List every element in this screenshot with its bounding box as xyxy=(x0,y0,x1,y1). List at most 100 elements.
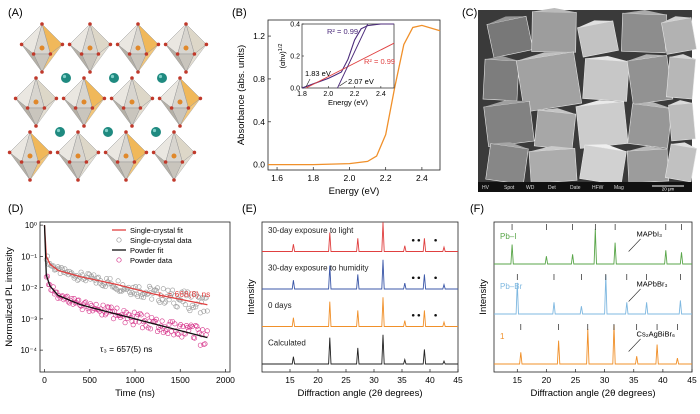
x-tick-label: 35 xyxy=(397,375,407,385)
atom-cesium xyxy=(61,73,71,83)
inset-y-axis-label: (αhν)1/2 xyxy=(278,44,287,69)
panel-e: (E) 15 20 25 30 35 40 45 Diffraction angle (2θ … xyxy=(242,203,463,399)
crystal-facet xyxy=(585,56,630,62)
panel-c: (C) HV Spot WD Det Date HFW Mag 20 μm xyxy=(462,7,698,192)
plot-frame xyxy=(267,19,441,171)
single-crystal-data-point xyxy=(55,264,61,270)
powder-data-point xyxy=(100,302,106,308)
y-tick-label: 10⁻³ xyxy=(21,315,37,324)
powder-data-point xyxy=(175,331,181,337)
x-tick-label: 40 xyxy=(658,375,668,385)
single-crystal-data-point xyxy=(95,274,101,280)
octahedron-face xyxy=(57,152,79,181)
x-axis-label: Energy (eV) xyxy=(329,186,380,197)
inset-x-tick-label: 2.2 xyxy=(350,91,360,98)
crystal-facet xyxy=(627,54,667,61)
inset-y-tick-label: 0.0 xyxy=(290,86,300,93)
single-crystal-data-point xyxy=(203,295,209,301)
single-crystal-data-point xyxy=(120,282,126,288)
panel-a: (A) xyxy=(7,7,209,182)
sem-info-text: HFW xyxy=(592,185,604,191)
crystal-facet xyxy=(632,102,673,109)
crystal-grain xyxy=(665,56,697,100)
single-crystal-data-point xyxy=(163,299,169,305)
x-tick-label: 40 xyxy=(425,375,435,385)
legend-swatch xyxy=(116,237,122,243)
single-crystal-data-point xyxy=(193,304,199,310)
atom-cesium-highlight xyxy=(158,74,163,79)
atom-bromine xyxy=(13,96,18,101)
x-tick-label: 45 xyxy=(687,375,697,385)
single-crystal-data-point xyxy=(138,294,144,300)
y-tick-label: 1.2 xyxy=(253,31,265,41)
atom-bromine xyxy=(36,160,41,164)
single-crystal-data-point xyxy=(129,290,135,296)
octahedron-face xyxy=(63,98,85,127)
atom-bromine xyxy=(163,42,168,47)
powder-data-point xyxy=(193,323,199,329)
y-axis-label: Absorbance (abs. units) xyxy=(236,45,247,145)
series-label: 30-day exposure to light xyxy=(268,226,354,235)
single-crystal-fit-line xyxy=(43,225,208,306)
panel-label-c: (C) xyxy=(462,7,477,19)
octahedron-face xyxy=(165,44,187,73)
atom-bromine xyxy=(60,42,65,47)
single-crystal-data-point xyxy=(201,308,207,314)
atom-bromine xyxy=(186,106,191,110)
y-tick-label: 0.0 xyxy=(253,160,265,170)
powder-data-point xyxy=(172,321,178,327)
single-crystal-data-point xyxy=(102,283,108,289)
atom-bromine xyxy=(42,106,47,110)
atom-bromine xyxy=(82,124,86,128)
x-axis-label: Time (ns) xyxy=(115,388,155,399)
single-crystal-data-point xyxy=(153,288,159,294)
atom-bromine xyxy=(79,52,84,56)
single-crystal-data-point xyxy=(159,297,165,303)
atom-bromine xyxy=(55,150,60,155)
atom-bromine xyxy=(19,42,24,47)
octahedron-face xyxy=(77,152,99,181)
powder-data-point xyxy=(144,312,150,318)
octahedron-face xyxy=(153,152,175,181)
crystal-facet xyxy=(485,56,520,61)
reference-label: MAPbI₃ xyxy=(637,230,663,239)
single-crystal-data-point xyxy=(104,276,110,282)
crystal-facet xyxy=(483,100,530,107)
single-crystal-data-point xyxy=(194,301,200,307)
atom-bromine xyxy=(76,178,80,182)
powder-data-point xyxy=(137,310,143,316)
crystal-grain xyxy=(575,101,629,149)
atom-bromine xyxy=(40,22,44,26)
atom-bromine xyxy=(88,70,92,74)
atom-cesium xyxy=(109,73,119,83)
crystal-facet xyxy=(577,20,613,28)
y-axis-label: Intensity xyxy=(246,279,257,315)
atom-metal xyxy=(183,45,189,51)
powder-data-point xyxy=(79,307,85,313)
atom-cesium xyxy=(103,127,113,137)
octahedron-face xyxy=(41,44,63,73)
powder-data-point xyxy=(99,312,105,318)
crystal-facet xyxy=(668,100,693,106)
powder-data-point xyxy=(82,300,88,306)
crystal-facet xyxy=(627,146,668,152)
atom-bromine xyxy=(130,124,134,128)
atom-bromine xyxy=(172,130,176,134)
sem-info-text: Det xyxy=(548,185,556,191)
x-tick-label: 0 xyxy=(42,375,47,385)
x-tick-label: 2.2 xyxy=(380,173,392,183)
series-label: 1 xyxy=(500,332,505,341)
crystal-grain xyxy=(661,17,697,55)
crystal-grain xyxy=(664,143,698,183)
inset-fit-line-1 xyxy=(305,42,395,89)
powder-data-point xyxy=(185,324,191,330)
powder-data-point xyxy=(86,308,92,314)
atom-cesium-highlight xyxy=(152,128,157,133)
atom-bromine xyxy=(127,52,132,56)
impurity-marker xyxy=(417,313,421,317)
atom-bromine xyxy=(109,96,114,101)
powder-data-point xyxy=(108,304,114,310)
octahedron-face xyxy=(105,152,127,181)
crystal-grain xyxy=(577,20,619,58)
atom-bromine xyxy=(25,106,30,110)
